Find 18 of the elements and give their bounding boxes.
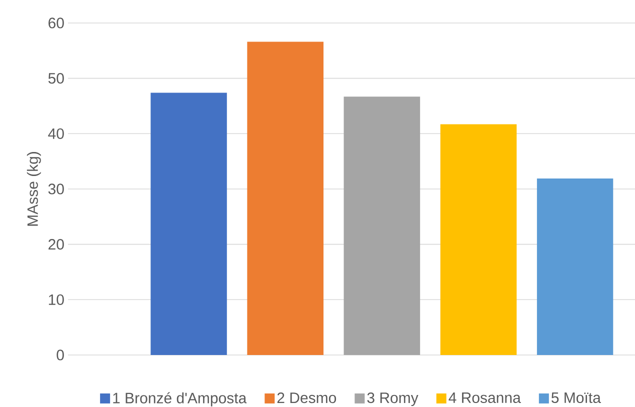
legend-label: 2 Desmo xyxy=(277,392,336,404)
legend-label: 1 Bronzé d'Amposta xyxy=(113,392,247,406)
bar xyxy=(536,178,614,355)
bar xyxy=(344,96,420,355)
y-tick-label: 30 xyxy=(48,184,64,194)
legend-label: 5 Moïta xyxy=(552,392,601,404)
bar xyxy=(440,124,517,355)
legend-label: 3 Romy xyxy=(367,392,418,406)
y-tick-label: 0 xyxy=(56,350,64,360)
y-tick-label: 40 xyxy=(48,128,64,139)
y-tick-label: 50 xyxy=(48,73,64,84)
bar xyxy=(247,42,324,355)
y-tick-label: 60 xyxy=(48,18,64,28)
y-tick-label: 10 xyxy=(48,294,64,305)
legend-label: 4 Rosanna xyxy=(448,392,521,404)
bar xyxy=(150,92,227,355)
y-tick-label: 20 xyxy=(48,239,64,250)
y-axis-title: MAsse (kg) xyxy=(26,152,41,226)
